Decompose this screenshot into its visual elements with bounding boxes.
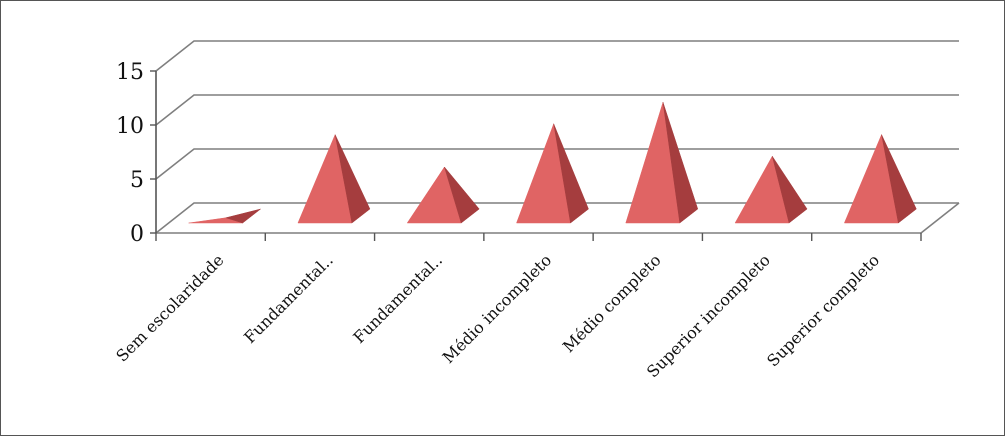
pyramid-side-face bbox=[553, 123, 589, 224]
y-tick-labels: 0 5 10 15 bbox=[116, 60, 144, 247]
pyramid-bars bbox=[188, 102, 917, 224]
gridline bbox=[155, 202, 959, 234]
pyramid-bar bbox=[734, 155, 808, 224]
x-category-label: Superior completo bbox=[763, 250, 883, 370]
pyramid-bar bbox=[516, 122, 589, 224]
floor-right-edge bbox=[920, 202, 960, 234]
gridline bbox=[155, 40, 959, 72]
x-category-label: Superior incompleto bbox=[643, 250, 774, 381]
pyramid-side-face bbox=[334, 134, 371, 224]
x-category-label: Médio incompleto bbox=[439, 250, 556, 367]
pyramid-side-face bbox=[444, 166, 480, 224]
y-tick-label: 5 bbox=[130, 168, 144, 193]
x-category-label: Fundamental.. bbox=[349, 250, 446, 347]
gridline bbox=[155, 148, 959, 180]
pyramid-side-face bbox=[224, 208, 261, 224]
x-category-label: Fundamental.. bbox=[240, 250, 337, 347]
pyramid-bar bbox=[188, 208, 261, 224]
x-category-label: Sem escolaridade bbox=[112, 250, 227, 365]
pyramid-bar bbox=[843, 133, 917, 224]
pyramid-bar bbox=[406, 166, 480, 224]
y-tick-label: 10 bbox=[116, 114, 144, 139]
y-tick-label: 15 bbox=[116, 60, 144, 85]
x-category-label: Médio completo bbox=[559, 250, 665, 356]
pyramid-side-face bbox=[662, 102, 699, 224]
gridline bbox=[155, 94, 959, 126]
x-category-labels: Sem escolaridade Fundamental.. Fundamental… bbox=[112, 250, 883, 381]
y-tick-label: 0 bbox=[130, 222, 144, 247]
pyramid-side-face bbox=[772, 156, 808, 224]
axis-layer bbox=[150, 70, 960, 241]
pyramid-side-face bbox=[881, 134, 917, 224]
pyramid-bar bbox=[625, 102, 699, 224]
pyramid-bar bbox=[297, 133, 371, 224]
grid-layer bbox=[155, 40, 959, 234]
